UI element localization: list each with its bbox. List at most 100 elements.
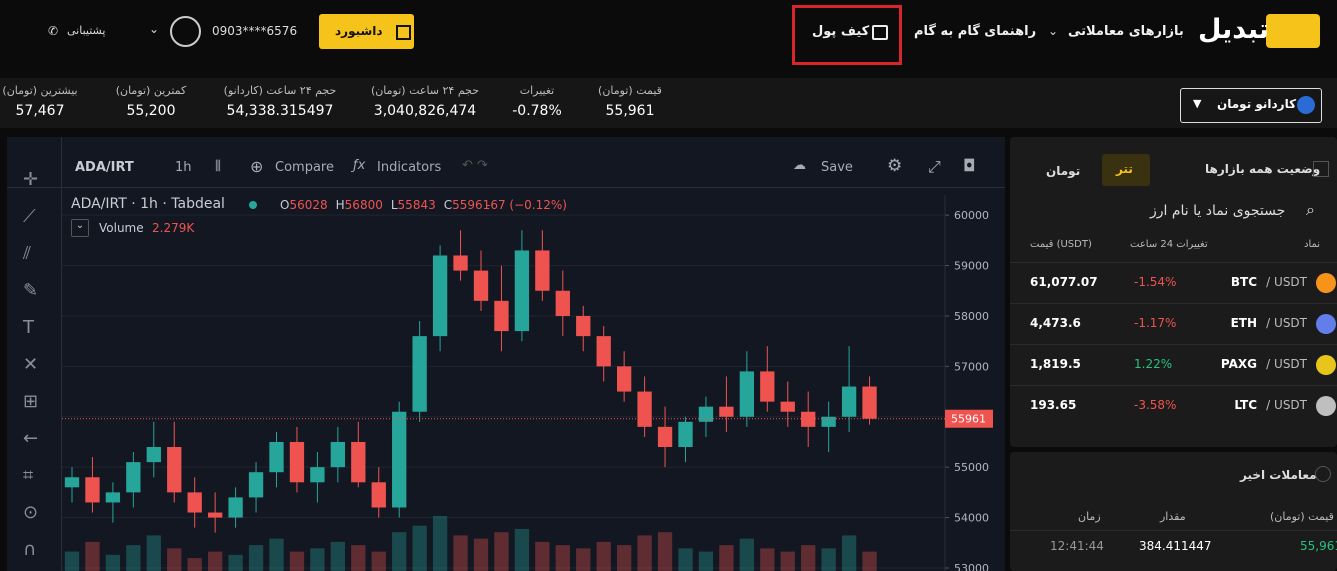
price: 193.65 — [1030, 398, 1077, 412]
market-row[interactable]: / USDT PAXG 1.22% 1,819.5 — [1010, 344, 1337, 385]
candle-body — [841, 386, 857, 417]
chart-toolbar: ADA/IRT 1h ⫼ ⊕ Compare ƒx Indicators ↶ ↷… — [7, 137, 1005, 188]
undo-redo[interactable]: ↶ ↷ — [462, 158, 488, 173]
logo-text[interactable]: تبدیل — [1198, 14, 1269, 45]
stat-label: بیشترین (تومان) — [2, 84, 78, 97]
ticker-bar: قیمت (تومان) 55,961 تغییرات -0.78% حجم ۲۴ سا… — [0, 78, 1337, 128]
nav-guide[interactable]: راهنمای گام به گام — [914, 24, 1037, 39]
search-icon: ⌕ — [1306, 200, 1315, 219]
dashboard-button[interactable]: داشبورد — [319, 14, 414, 49]
ohlc-value: 55843 — [397, 198, 436, 212]
volume-bar — [514, 528, 530, 571]
search-placeholder[interactable]: جستجوی نماد یا نام ارز — [1150, 203, 1286, 219]
volume-bar — [637, 535, 652, 571]
tab-label: تتر — [1116, 162, 1133, 176]
legend-title: ADA/IRT · 1h · Tabdeal — [71, 196, 225, 212]
volume-bar — [289, 551, 305, 571]
candle-body — [596, 336, 611, 367]
candle-body — [289, 441, 305, 483]
drawing-tools: ✛ ⟋ ⫽ ✎ T ✕ ⊞ ← ⌗ ⊙ ∩ — [7, 137, 62, 571]
market-row[interactable]: / USDT BTC -1.54% 61,077.07 — [1010, 262, 1337, 303]
volume-bar — [105, 554, 121, 571]
pair-selector[interactable]: ▼ کاردانو تومان — [1180, 88, 1322, 123]
volume-bar — [678, 548, 693, 571]
phone-number[interactable]: 0903****6576 — [212, 24, 298, 38]
symbol: LTC — [1234, 398, 1257, 412]
symbol[interactable]: ADA/IRT — [75, 160, 134, 175]
price: 61,077.07 — [1030, 275, 1098, 289]
interval[interactable]: 1h — [175, 160, 192, 175]
candle-body — [555, 290, 570, 316]
divider — [1010, 530, 1337, 531]
tab-toman[interactable]: تومان — [1046, 164, 1081, 178]
candle-body — [801, 411, 816, 427]
change: 1.22% — [1134, 357, 1173, 371]
trades-panel: معاملات اخیر قیمت (تومان) مقدار زمان 55,… — [1010, 452, 1337, 571]
price: 4,473.6 — [1030, 316, 1081, 330]
stat: حجم ۲۴ ساعت (تومان) 3,040,826,474 — [355, 78, 495, 119]
y-tick-label: 54000 — [954, 512, 989, 525]
top-nav: تبدیل بازارهای معاملاتی ⌄ راهنمای گام به… — [0, 0, 1337, 66]
candle-body — [821, 416, 836, 427]
candle-body — [453, 255, 468, 271]
y-tick-label: 59000 — [954, 260, 989, 273]
ohlc-legend: O56028 H56800 L55843 C55961 — [280, 198, 498, 212]
candle-body — [473, 270, 489, 301]
support-link[interactable]: پشتیبانی — [67, 24, 106, 37]
compare[interactable]: Compare — [275, 160, 334, 175]
volume-bar — [187, 558, 202, 571]
stat-label: حجم ۲۴ ساعت (کاردانو) — [223, 84, 337, 97]
wallet-icon — [872, 25, 888, 40]
markets-icon — [1313, 161, 1329, 177]
candle-body — [228, 497, 243, 518]
fullscreen-icon[interactable]: ⤢ — [928, 157, 941, 176]
tab-usdt[interactable]: تتر — [1102, 154, 1150, 186]
ohlc-value: 56028 — [289, 198, 328, 212]
stat-value: 3,040,826,474 — [373, 103, 477, 119]
volume-bar — [207, 551, 223, 571]
candles-icon[interactable]: ⫼ — [215, 159, 221, 174]
tool-icons[interactable]: ✛ ⟋ ⫽ ✎ T ✕ ⊞ ← ⌗ ⊙ ∩ — [23, 169, 39, 560]
market-row[interactable]: / USDT ETH -1.17% 4,473.6 — [1010, 303, 1337, 344]
candle-body — [760, 371, 775, 402]
stat: تغییرات -0.78% — [467, 78, 607, 119]
candle-body — [514, 250, 530, 332]
collapse-toggle[interactable]: ⌄ — [71, 219, 89, 237]
candle-body — [269, 441, 284, 473]
chevron: ⌄ — [1048, 24, 1059, 38]
screenshot-icon[interactable]: ◘ — [963, 156, 976, 175]
stat-value: 57,467 — [15, 103, 65, 119]
candle-body — [616, 366, 632, 392]
markets-panel: وضعیت همه بازارها تتر تومان جستجوی نماد … — [1010, 137, 1337, 447]
volume-bar — [862, 551, 877, 571]
settings-icon[interactable]: ⚙ — [887, 156, 903, 176]
candle-body — [310, 467, 325, 483]
trades-title: معاملات اخیر — [1240, 468, 1317, 482]
symbol: BTC — [1230, 275, 1257, 289]
market-row[interactable]: / USDT LTC -3.58% 193.65 — [1010, 385, 1337, 426]
candlestick-chart: 5300054000550005600057000580005900060000… — [62, 195, 993, 571]
volume-bar — [167, 548, 182, 571]
change: -67 (−0.12%) — [486, 198, 567, 212]
volume-bar — [841, 535, 857, 571]
volume-bar — [146, 535, 161, 571]
save[interactable]: Save — [821, 160, 853, 175]
header-price: قیمت (USDT) — [1030, 239, 1092, 250]
change: -1.17% — [1134, 316, 1177, 330]
volume-bar — [739, 538, 755, 571]
stat-value: 55,200 — [126, 103, 176, 119]
nav-wallet[interactable]: کیف پول — [812, 24, 870, 39]
candle-body — [105, 492, 121, 503]
last-price-tag — [945, 409, 993, 428]
volume-bar — [351, 545, 366, 571]
coin-icon — [1316, 273, 1336, 293]
nav-markets[interactable]: بازارهای معاملاتی — [1068, 24, 1184, 39]
candle-body — [432, 255, 448, 337]
volume-bar — [392, 532, 407, 571]
candle-body — [146, 447, 161, 463]
volume-bar — [801, 545, 816, 571]
candle-body — [657, 426, 673, 448]
indicators[interactable]: Indicators — [377, 160, 442, 175]
user-icon[interactable] — [170, 16, 201, 47]
y-tick-label: 58000 — [954, 310, 989, 323]
